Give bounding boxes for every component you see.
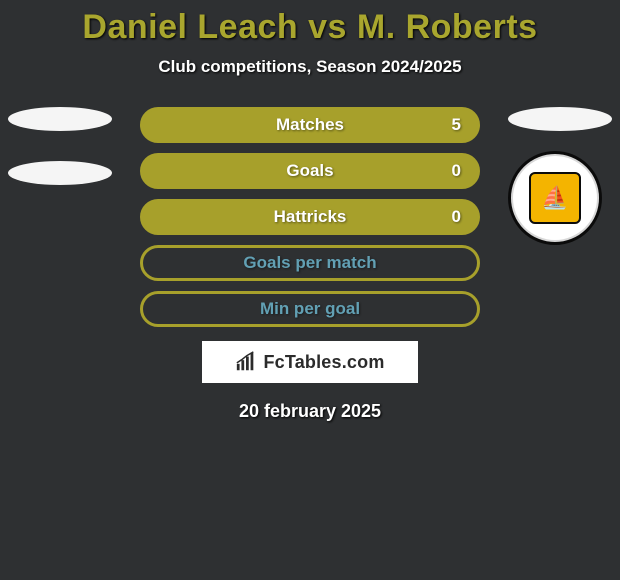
club-crest-icon: ⛵: [508, 151, 602, 245]
subtitle: Club competitions, Season 2024/2025: [0, 57, 620, 77]
stat-label: Min per goal: [260, 299, 360, 319]
player-club-placeholder: [8, 161, 112, 185]
stat-label: Hattricks: [274, 207, 347, 227]
ship-icon: ⛵: [529, 172, 581, 224]
stat-bar-hattricks: Hattricks 0: [140, 199, 480, 235]
stat-bar-goals: Goals 0: [140, 153, 480, 189]
branding-text: FcTables.com: [263, 352, 384, 373]
player-photo-placeholder: [508, 107, 612, 131]
stat-label: Goals per match: [243, 253, 376, 273]
stat-label: Matches: [276, 115, 344, 135]
stat-label: Goals: [286, 161, 333, 181]
left-player-badge: [8, 107, 112, 185]
bar-chart-icon: [235, 351, 257, 373]
player-photo-placeholder: [8, 107, 112, 131]
stat-value: 0: [452, 207, 461, 227]
stat-value: 0: [452, 161, 461, 181]
branding-badge: FcTables.com: [202, 341, 418, 383]
page-title: Daniel Leach vs M. Roberts: [0, 0, 620, 47]
stats-list: Matches 5 Goals 0 Hattricks 0 Goals per …: [140, 107, 480, 327]
stat-bar-goals-per-match: Goals per match: [140, 245, 480, 281]
stat-value: 5: [452, 115, 461, 135]
right-player-badge: ⛵: [508, 107, 612, 245]
stat-bar-matches: Matches 5: [140, 107, 480, 143]
comparison-panel: ⛵ Matches 5 Goals 0 Hattricks 0 Goals pe…: [0, 107, 620, 422]
stat-bar-min-per-goal: Min per goal: [140, 291, 480, 327]
footer-date: 20 february 2025: [0, 401, 620, 422]
